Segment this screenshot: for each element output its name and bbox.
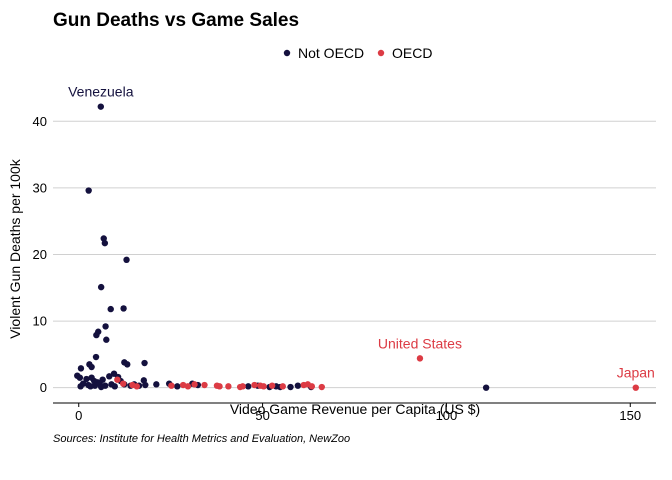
- point-oecd-18: [260, 383, 267, 390]
- point-not-oecd-1: [85, 187, 92, 194]
- point-not-oecd-10: [93, 331, 100, 339]
- point-not-oecd-8: [102, 323, 109, 330]
- chart-caption: Sources: Institute for Health Metrics an…: [53, 433, 350, 445]
- point-not-oecd-14: [88, 363, 95, 371]
- data-points: [74, 103, 639, 391]
- point-oecd-15: [239, 383, 246, 390]
- legend-label-not-oecd: Not OECD: [298, 45, 364, 61]
- point-oecd-24: [318, 383, 325, 391]
- y-axis-label: Violent Gun Deaths per 100k: [7, 158, 23, 339]
- annotation-japan: Japan: [617, 365, 655, 381]
- legend: Not OECD OECD: [283, 45, 432, 61]
- point-oecd-9: [191, 381, 198, 388]
- legend-marker-not-oecd: [283, 49, 291, 57]
- point-not-oecd-5: [97, 283, 105, 291]
- point-oecd-1: [632, 384, 639, 391]
- x-tick-50: 50: [255, 408, 269, 423]
- point-not-oecd-11: [103, 336, 110, 343]
- annotation-venezuela: Venezuela: [68, 84, 134, 100]
- point-not-oecd-3: [101, 239, 109, 247]
- point-not-oecd-36: [111, 383, 118, 390]
- y-tick-labels: 0 10 20 30 40: [33, 114, 47, 395]
- chart-title: Gun Deaths vs Game Sales: [53, 10, 299, 31]
- point-not-oecd-56: [482, 384, 490, 391]
- y-tick-0: 0: [40, 380, 47, 395]
- y-tick-20: 20: [33, 247, 47, 262]
- point-not-oecd-58: [87, 383, 94, 390]
- point-not-oecd-15: [77, 365, 85, 372]
- point-not-oecd-20: [76, 374, 84, 381]
- point-oecd-16: [251, 381, 258, 389]
- legend-label-oecd: OECD: [392, 45, 432, 61]
- x-tick-150: 150: [619, 408, 641, 423]
- x-axis-label: Video Game Revenue per Capita (US $): [230, 401, 480, 417]
- y-tick-30: 30: [33, 180, 47, 195]
- x-tick-100: 100: [436, 408, 458, 423]
- point-not-oecd-59: [97, 383, 105, 391]
- point-oecd-23: [308, 383, 316, 390]
- point-oecd-19: [268, 382, 276, 389]
- point-not-oecd-6: [107, 305, 114, 313]
- point-not-oecd-48: [245, 383, 252, 390]
- point-oecd-5: [133, 383, 141, 390]
- point-oecd-10: [201, 381, 208, 389]
- point-oecd-8: [184, 383, 192, 390]
- y-tick-10: 10: [33, 314, 47, 329]
- point-oecd-3: [120, 380, 127, 387]
- point-not-oecd-12: [92, 353, 100, 361]
- annotation-united-states: United States: [378, 335, 462, 351]
- point-oecd-13: [225, 383, 232, 390]
- point-not-oecd-26: [106, 373, 113, 380]
- point-oecd-12: [216, 383, 223, 390]
- point-oecd-20: [279, 383, 287, 390]
- point-not-oecd-4: [123, 256, 130, 264]
- x-tick-0: 0: [75, 408, 82, 423]
- point-not-oecd-45: [174, 383, 181, 390]
- point-not-oecd-17: [124, 361, 131, 368]
- y-tick-40: 40: [33, 114, 47, 129]
- point-not-oecd-53: [287, 383, 294, 391]
- point-oecd-2: [114, 376, 121, 383]
- x-tick-labels: 0 50 100 150: [75, 403, 641, 423]
- point-not-oecd-18: [141, 359, 148, 367]
- grid-lines: [53, 120, 656, 389]
- legend-marker-oecd: [377, 49, 385, 57]
- point-not-oecd-7: [120, 305, 127, 312]
- point-not-oecd-21: [83, 375, 90, 383]
- point-not-oecd-54: [294, 382, 302, 389]
- point-not-oecd-57: [77, 383, 84, 390]
- point-not-oecd-43: [153, 381, 160, 388]
- point-not-oecd-42: [142, 381, 149, 389]
- point-not-oecd-0: [97, 103, 104, 110]
- point-oecd-6: [168, 382, 175, 389]
- point-oecd-0: [416, 355, 424, 362]
- annotations: Venezuela United States Japan: [68, 84, 655, 381]
